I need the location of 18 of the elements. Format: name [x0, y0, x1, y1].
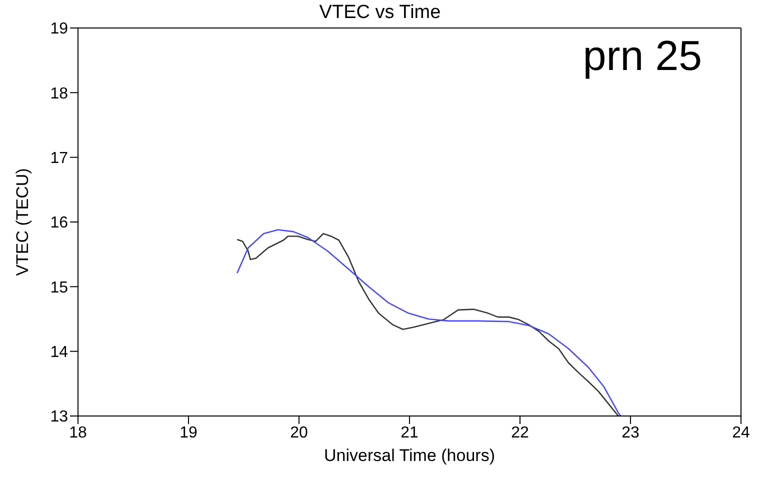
x-tick-label: 19: [180, 424, 198, 442]
y-tick-label: 13: [50, 408, 68, 426]
x-tick-label: 20: [290, 424, 308, 442]
annotation: prn 25: [582, 32, 702, 80]
chart-title: VTEC vs Time: [319, 2, 441, 23]
x-tick-label: 24: [732, 424, 750, 442]
x-axis-title: Universal Time (hours): [324, 446, 495, 465]
y-tick-label: 19: [50, 20, 68, 38]
x-tick-label: 22: [511, 424, 529, 442]
y-tick-label: 17: [50, 150, 68, 168]
x-tick-label: 21: [400, 424, 418, 442]
y-axis-title: VTEC (TECU): [13, 168, 32, 276]
x-tick-label: 23: [622, 424, 640, 442]
y-tick-label: 14: [50, 344, 68, 362]
y-tick-label: 15: [50, 279, 68, 296]
y-tick-label: 18: [50, 85, 68, 102]
y-tick-label: 16: [50, 214, 68, 232]
x-tick-label: 18: [69, 424, 87, 442]
